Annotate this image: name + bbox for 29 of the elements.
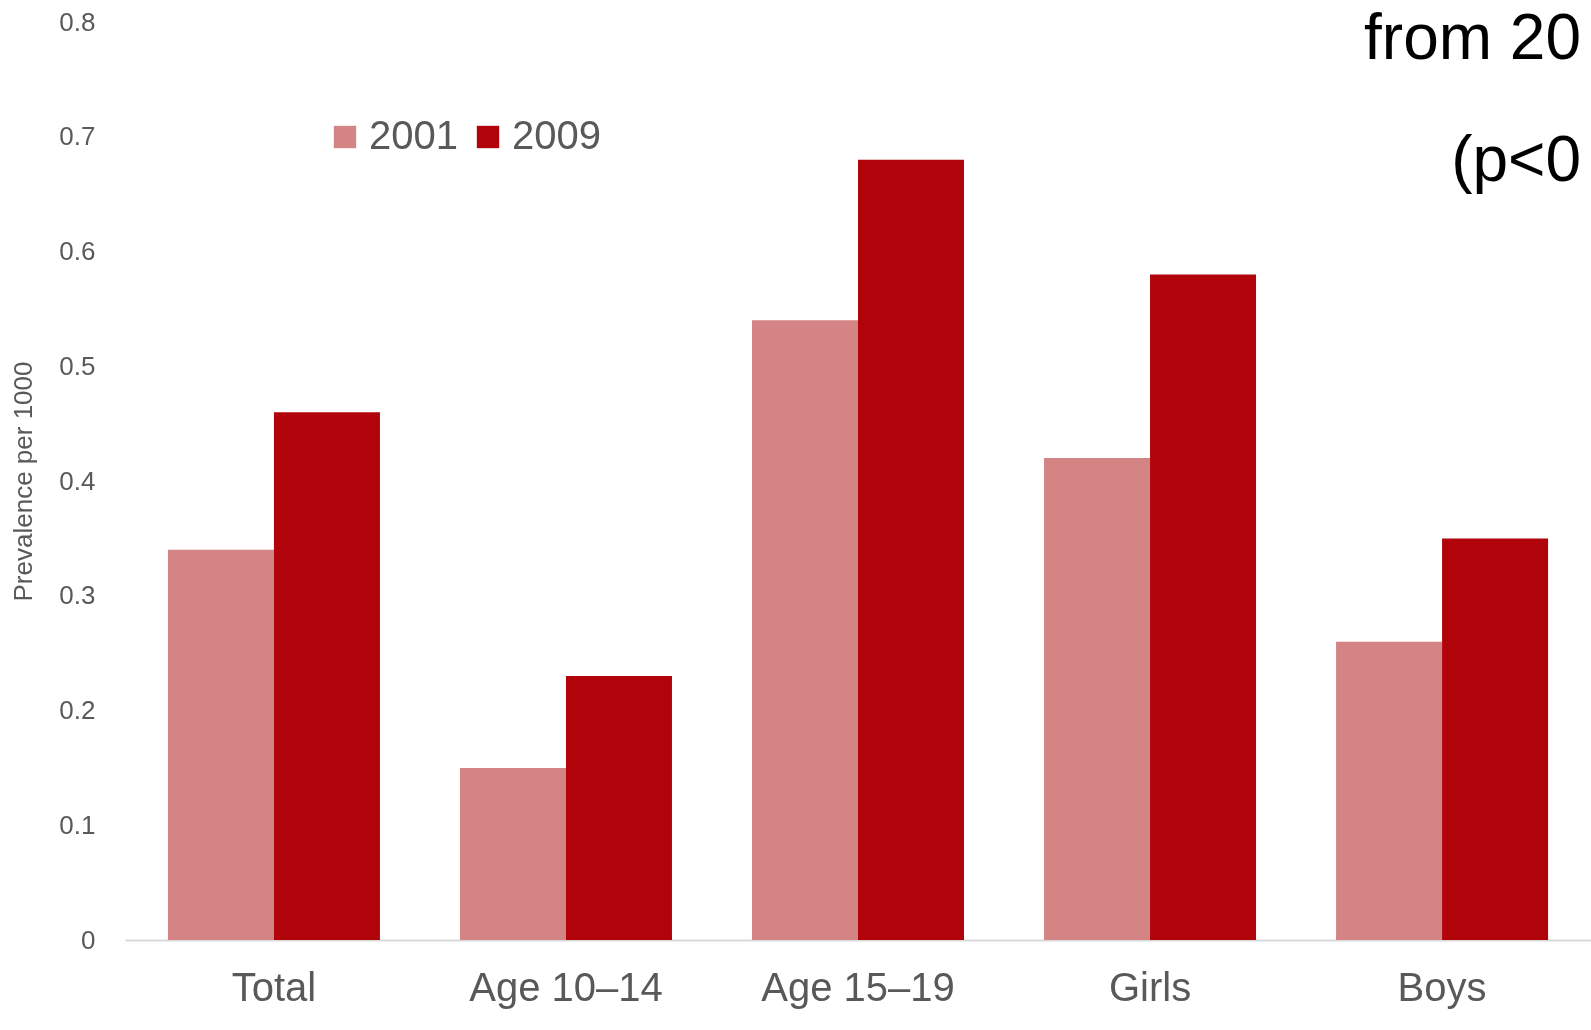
bar xyxy=(858,159,965,940)
x-tick-label: Girls xyxy=(1108,964,1192,1009)
x-tick-label: Age 10–14 xyxy=(469,964,663,1009)
y-tick-label: 0.7 xyxy=(59,121,96,152)
bar xyxy=(273,412,380,940)
y-tick-label: 0.6 xyxy=(59,236,96,266)
y-tick-label: 0.4 xyxy=(59,465,96,496)
annotation: (p<0 xyxy=(1451,123,1581,195)
y-tick-label: 0.5 xyxy=(59,350,96,381)
bar xyxy=(1442,538,1549,940)
bar xyxy=(1336,641,1443,940)
bar xyxy=(1044,458,1151,940)
y-tick-label: 0.3 xyxy=(59,580,96,611)
y-tick-label: 0 xyxy=(81,924,96,955)
x-tick-label: Age 15–19 xyxy=(761,964,955,1009)
x-tick-label: Boys xyxy=(1397,964,1487,1009)
bar xyxy=(751,320,858,940)
y-tick-label: 0.8 xyxy=(59,6,96,37)
bar xyxy=(167,549,274,940)
bar xyxy=(1150,274,1257,940)
legend-label: 2009 xyxy=(512,113,601,157)
x-tick-label: Total xyxy=(231,964,317,1009)
legend-label: 2001 xyxy=(369,113,458,157)
y-axis-title: Prevalence per 1000 xyxy=(8,361,39,602)
annotation: from 20 xyxy=(1364,1,1581,73)
y-tick-label: 0.2 xyxy=(59,695,96,725)
bar xyxy=(459,767,566,940)
y-tick-label: 0.1 xyxy=(59,809,96,840)
bar xyxy=(565,676,672,940)
